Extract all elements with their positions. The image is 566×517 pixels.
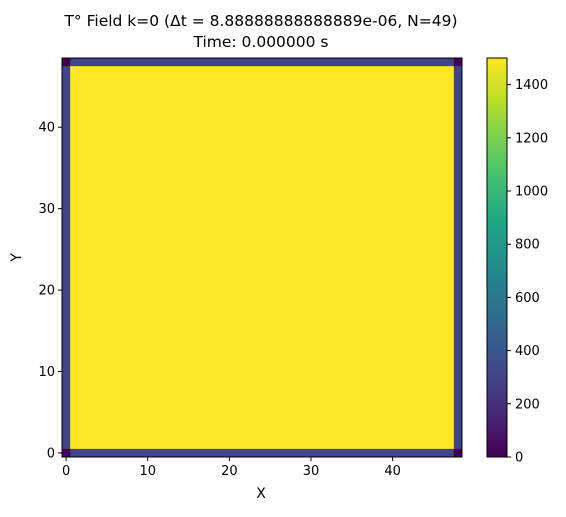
y-axis-ticks: 0 10 20 30 40 [38,121,62,461]
x-axis-ticks: 0 10 20 30 40 [62,457,401,479]
plot-frame [61,57,463,458]
x-tick-label: 20 [221,464,238,479]
x-tick-label: 30 [303,464,320,479]
y-tick-label: 0 [47,446,55,461]
heatmap-corner-cell [62,58,71,67]
colorbar-tick-label: 1200 [515,131,548,146]
chart-title: T° Field k=0 (Δt = 8.88888888888889e-06,… [63,12,457,30]
colorbar-tick-label: 600 [515,291,540,306]
colorbar-tick-label: 0 [515,451,523,466]
y-tick-label: 30 [38,202,55,217]
chart-subtitle: Time: 0.000000 s [192,33,328,51]
colorbar-tick-label: 1000 [515,185,548,200]
heatmap-cells [62,58,462,457]
colorbar [486,57,508,458]
colorbar-tick-label: 1400 [515,78,548,93]
x-axis-label: X [256,486,266,502]
colorbar-ticks: 0 200 400 600 800 1000 1200 1400 [507,78,548,466]
colorbar-tick-label: 800 [515,238,540,253]
colorbar-tick-label: 400 [515,344,540,359]
x-tick-label: 0 [62,464,70,479]
heatmap-corner-cell [453,448,462,457]
y-tick-label: 20 [38,284,55,299]
x-tick-label: 40 [384,464,401,479]
heatmap-corner-cell [62,448,71,457]
colorbar-tick-label: 200 [515,397,540,412]
y-axis-label: Y [9,253,25,263]
x-tick-label: 10 [139,464,156,479]
y-tick-label: 10 [38,365,55,380]
heatmap-corner-cell [453,58,462,67]
y-tick-label: 40 [38,121,55,136]
heatmap-region-interior [70,66,454,449]
